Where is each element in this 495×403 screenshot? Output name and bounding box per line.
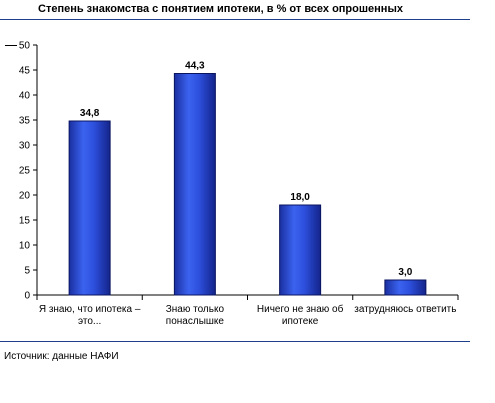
top-rule [0,19,470,20]
chart-title: Степень знакомства с понятием ипотеки, в… [38,3,403,15]
bar [173,73,216,296]
bar [68,120,111,296]
source-note: Источник: данные НАФИ [4,351,119,362]
category-label: Ничего не знаю об [257,303,344,315]
y-tick-label: 25 [19,166,31,177]
category-label: ипотеке [282,316,319,327]
data-label: 34,8 [80,108,100,119]
bar [384,279,427,296]
y-tick-label: 45 [19,66,31,77]
y-tick-label: 15 [19,216,31,227]
category-label: затрудняюсь ответить [354,304,456,315]
category-label: Знаю только [166,304,225,315]
y-tick-label: 40 [19,91,31,102]
y-tick-label: 50 [19,41,31,52]
y-tick-label: 35 [19,116,31,127]
bar [279,204,322,296]
data-label: 3,0 [398,267,412,278]
bottom-rule [0,341,470,342]
corner-tick [5,45,17,46]
data-label: 18,0 [290,192,310,203]
y-tick-label: 10 [19,241,31,252]
data-label: 44,3 [185,61,205,72]
y-tick-label: 0 [24,291,30,302]
category-label: Я знаю, что ипотека – [39,304,141,315]
y-tick-label: 30 [19,141,31,152]
category-label: понаслышке [166,316,225,327]
y-tick-label: 20 [19,191,31,202]
y-tick-label: 5 [24,266,30,277]
category-label: это... [78,316,101,327]
